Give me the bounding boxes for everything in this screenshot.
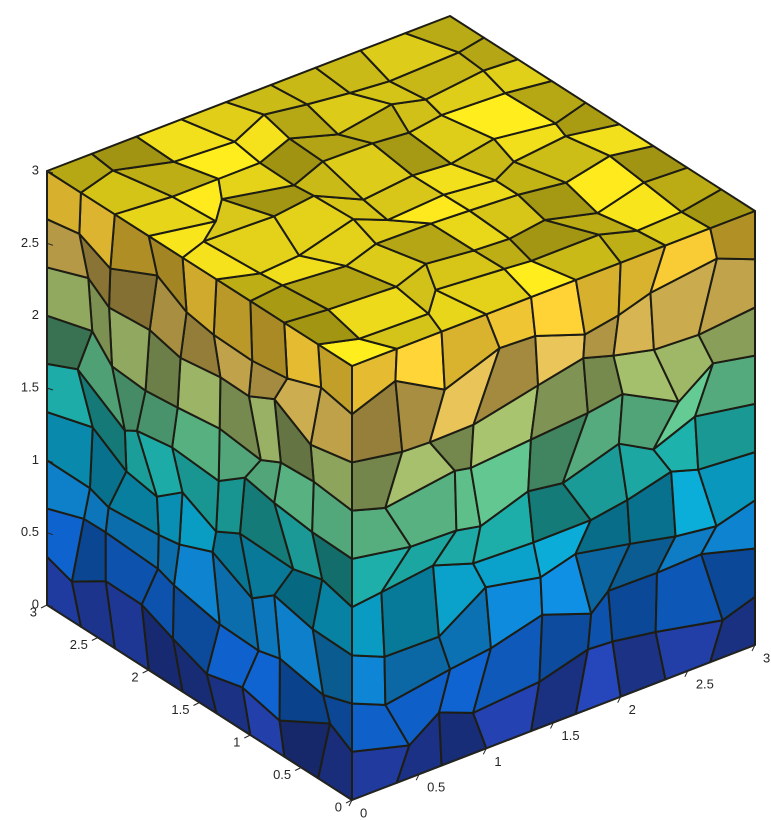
z-tick-label: 1.5 bbox=[21, 379, 39, 394]
y-tick bbox=[142, 669, 149, 674]
foam-cell bbox=[155, 491, 184, 546]
z-tick-label: 0.5 bbox=[21, 524, 39, 539]
x-tick-label: 0.5 bbox=[427, 780, 445, 795]
x-tick-label: 1 bbox=[494, 754, 501, 769]
x-tick bbox=[482, 748, 487, 755]
z-tick-label: 3 bbox=[32, 162, 39, 177]
y-tick-label: 1.5 bbox=[171, 702, 189, 717]
y-tick-label: 0.5 bbox=[273, 767, 291, 782]
y-tick bbox=[40, 604, 48, 609]
z-tick bbox=[46, 459, 54, 463]
x-tick-label: 0 bbox=[360, 805, 367, 820]
x-tick bbox=[684, 670, 689, 678]
x-tick bbox=[348, 799, 353, 807]
y-tick-label: 2.5 bbox=[70, 637, 88, 652]
z-tick bbox=[46, 242, 54, 246]
x-tick bbox=[751, 644, 756, 652]
z-tick bbox=[46, 170, 54, 174]
y-tick-label: 0 bbox=[335, 799, 342, 814]
y-tick bbox=[345, 799, 353, 804]
y-tick bbox=[193, 702, 200, 706]
x-tick bbox=[550, 722, 554, 729]
z-tick-label: 2.5 bbox=[21, 235, 39, 250]
y-tick-label: 2 bbox=[131, 669, 138, 684]
foam-cell bbox=[351, 654, 387, 706]
foam-cell bbox=[404, 15, 485, 54]
foam-surface bbox=[46, 15, 756, 801]
z-tick-label: 2 bbox=[32, 307, 39, 322]
x-tick-label: 1.5 bbox=[562, 728, 580, 743]
z-tick bbox=[46, 315, 54, 319]
foam-cell bbox=[215, 476, 246, 535]
y-tick bbox=[294, 767, 302, 771]
x-tick-label: 3 bbox=[763, 650, 770, 665]
x-tick-label: 2.5 bbox=[696, 676, 714, 691]
x-tick bbox=[415, 773, 420, 781]
y-tick-label: 3 bbox=[30, 604, 37, 619]
z-tick bbox=[46, 532, 54, 536]
y-tick-label: 1 bbox=[233, 734, 240, 749]
x-tick-label: 2 bbox=[629, 702, 636, 717]
x-tick bbox=[617, 696, 622, 703]
z-tick-label: 0 bbox=[32, 596, 39, 611]
z-tick bbox=[46, 387, 54, 391]
y-tick bbox=[244, 734, 251, 739]
y-tick bbox=[91, 637, 99, 641]
z-tick-label: 1 bbox=[32, 452, 39, 467]
z-tick bbox=[46, 604, 54, 608]
